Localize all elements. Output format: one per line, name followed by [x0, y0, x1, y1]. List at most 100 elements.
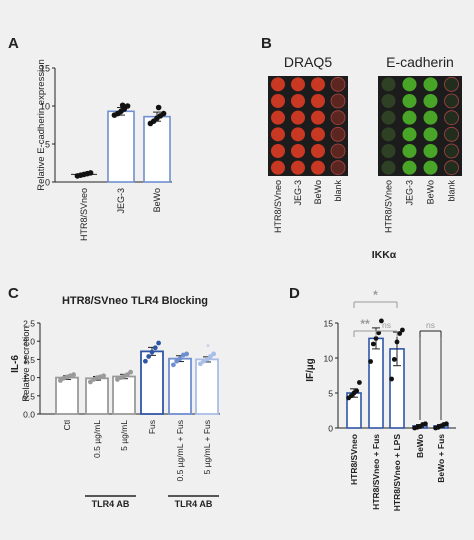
panel-d-data-point	[368, 359, 373, 364]
ecadherin-lane-label: BeWo	[426, 180, 436, 204]
panel-a-bar	[107, 110, 135, 183]
panel-c-data-point	[204, 357, 210, 362]
panel-d-y-tick-label: 5	[328, 389, 333, 399]
draq5-well	[291, 110, 305, 125]
draq5-well	[311, 160, 325, 175]
ecadherin-well	[444, 76, 459, 92]
panel-c-data-point	[146, 354, 152, 359]
panel-d-y-tick-label: 0	[328, 424, 333, 434]
panel-b-plate-images: DRAQ5 E-cadherin HTR8/SVneo JEG-3 BeWo blan…	[268, 54, 462, 233]
draq5-well	[330, 110, 346, 126]
panel-c-data-point	[152, 345, 158, 351]
panel-a-data-point	[87, 170, 94, 176]
ecadherin-well	[444, 110, 459, 126]
panel-d-title: IKKα	[372, 249, 397, 261]
panel-c-data-point	[143, 358, 148, 364]
ecadherin-well	[423, 110, 438, 125]
panel-d-y-tick-label: 10	[324, 354, 334, 364]
panel-c-data-point	[156, 340, 162, 346]
panel-a-data-point	[160, 110, 167, 117]
panel-a-y-axis-label: Relative E-cadherin expression	[36, 59, 47, 190]
panel-a-category-label: BeWo	[152, 188, 162, 212]
panel-c-category-label: 5 µg/mL + Fus	[202, 420, 212, 474]
ecadherin-well	[423, 144, 438, 158]
draq5-well	[291, 144, 305, 158]
panel-label-d: D	[289, 285, 300, 302]
panel-c-y-tick-label: 2.0	[23, 337, 35, 347]
ecadherin-well	[402, 110, 417, 125]
draq5-well	[291, 77, 305, 92]
ecadherin-well	[402, 127, 417, 142]
panel-d-significance-label: ns	[426, 320, 435, 330]
panel-d-category-label: BeWo	[415, 434, 425, 458]
ecadherin-well	[402, 160, 417, 175]
draq5-well	[311, 144, 325, 158]
panel-c-data-point	[177, 356, 183, 362]
panel-a-data-point	[124, 103, 131, 109]
draq5-well	[271, 94, 285, 108]
panel-c-category-label: Ctl	[62, 420, 72, 431]
panel-d-data-point	[400, 327, 405, 333]
ecadherin-well	[423, 127, 438, 142]
ecadherin-lane-label: JEG-3	[405, 180, 415, 206]
draq5-lane-label: BeWo	[313, 180, 323, 204]
panel-c-y-tick-label: 1.0	[23, 373, 35, 383]
panel-d-data-point	[444, 421, 449, 427]
panel-c-category-label: Fus	[147, 420, 157, 434]
panel-d-data-point	[370, 341, 376, 347]
panel-d-data-point	[394, 339, 400, 345]
panel-c-data-point	[101, 373, 106, 379]
panel-c-y-axis-label: IL-6	[10, 355, 21, 373]
panel-d-data-point	[391, 357, 397, 362]
draq5-lane-label: JEG-3	[293, 180, 303, 206]
panel-d-data-point	[379, 318, 384, 324]
ecadherin-well	[381, 144, 396, 158]
panel-label-b: B	[261, 35, 272, 52]
panel-a-chart: Relative E-cadherin expression 0 5 10 15 HTR…	[36, 59, 172, 241]
panel-c-data-point	[171, 362, 176, 368]
panel-c-data-point	[211, 351, 217, 357]
draq5-well	[271, 160, 285, 175]
draq5-well	[311, 110, 325, 125]
draq5-well	[311, 77, 325, 92]
panel-c-category-label: 0.5 µg/mL	[92, 420, 102, 458]
panel-c-category-label: 5 µg/mL	[119, 420, 129, 451]
panel-c-data-point	[71, 372, 76, 378]
panel-d-category-label: HTR8/SVneo	[349, 434, 359, 485]
panel-d-significance-label: **	[360, 317, 370, 331]
draq5-well	[291, 94, 305, 108]
panel-c-group-label: TLR4 AB	[92, 499, 130, 509]
panel-a-y-tick-label: 10	[40, 102, 50, 112]
panel-a-y-tick-label: 15	[40, 64, 50, 74]
draq5-well	[330, 143, 346, 159]
panel-c-y-axis-label-secondary: Relative secretion	[21, 326, 32, 402]
ecadherin-well	[402, 94, 417, 108]
draq5-lane-label: blank	[333, 180, 343, 202]
panel-a-y-tick-label: 0	[45, 178, 50, 188]
panel-d-y-axis-label: IF/µg	[305, 358, 316, 382]
panel-a-bar	[143, 115, 171, 183]
draq5-well	[311, 94, 325, 108]
draq5-plate-background	[268, 76, 348, 176]
draq5-well	[330, 126, 346, 142]
draq5-lane-label: HTR8/SVneo	[273, 180, 283, 233]
ecadherin-well	[402, 77, 417, 92]
panel-c-data-point	[128, 369, 134, 375]
panel-d-significance-label: ns	[382, 320, 391, 330]
draq5-well	[330, 76, 346, 92]
panel-d-data-point	[354, 388, 360, 394]
panel-c-title: HTR8/SVneo TLR4 Blocking	[62, 295, 208, 307]
panel-d-data-point	[423, 421, 428, 427]
panel-b-title-draq5: DRAQ5	[284, 54, 332, 70]
ecadherin-well	[444, 160, 459, 176]
panel-c-group-label: TLR4 AB	[175, 499, 213, 509]
ecadherin-well	[381, 94, 396, 108]
panel-a-data-point	[155, 104, 162, 111]
panel-d-bar	[368, 337, 384, 429]
panel-c-bar	[195, 358, 219, 415]
panel-c-bar	[55, 376, 79, 415]
ecadherin-well	[381, 160, 396, 175]
panel-c-data-point	[174, 358, 180, 364]
panel-d-category-label: HTR8/SVneo + Fus	[371, 434, 381, 510]
